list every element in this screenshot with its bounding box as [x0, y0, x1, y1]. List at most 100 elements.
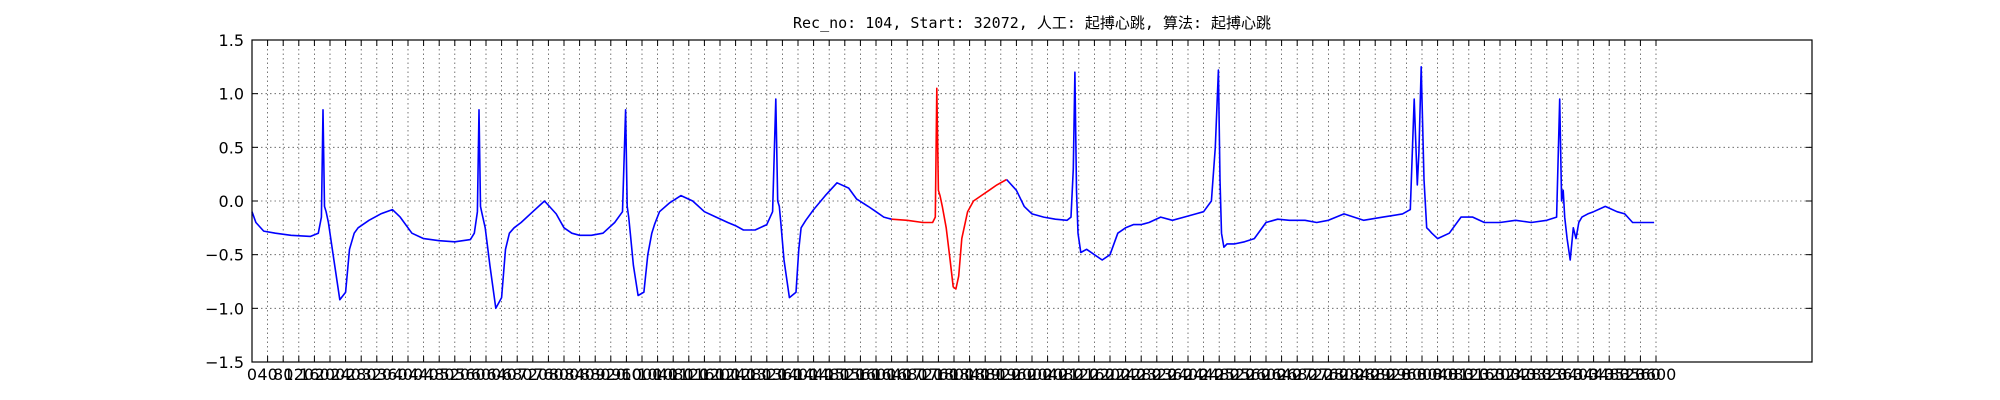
- x-tick-label: 1000: [622, 365, 663, 384]
- x-tick-label: 520: [440, 365, 471, 384]
- x-tick-label: 2240: [1105, 365, 1146, 384]
- x-tick-label: 200: [315, 365, 346, 384]
- x-tick-label: 1280: [731, 365, 772, 384]
- x-tick-label: 2600: [1246, 365, 1287, 384]
- x-tick-label: 1480: [809, 365, 850, 384]
- ecg-traces: [251, 66, 1655, 310]
- x-tick-label: 2520: [1214, 365, 1255, 384]
- x-tick-label: 2640: [1261, 365, 1302, 384]
- x-tick-label: 1760: [918, 365, 959, 384]
- x-tick-label: 2720: [1292, 365, 1333, 384]
- x-tick-label: 3000: [1402, 365, 1443, 384]
- x-axis-ticks: 0 408012016020024028032036040044048052056…: [247, 40, 1676, 384]
- x-tick-label: 320: [362, 365, 393, 384]
- x-tick-label: 3360: [1542, 365, 1583, 384]
- series-line-1: [251, 98, 892, 310]
- x-tick-label: 1600: [856, 365, 897, 384]
- x-tick-label: 0: [247, 365, 257, 384]
- x-tick-label: 1080: [653, 365, 694, 384]
- x-tick-label: 3560: [1620, 365, 1661, 384]
- x-tick-label: 3040: [1417, 365, 1458, 384]
- x-tick-label: 80: [273, 365, 293, 384]
- x-tick-label: 1960: [996, 365, 1037, 384]
- x-tick-label: 760: [533, 365, 564, 384]
- x-tick-label: 3520: [1604, 365, 1645, 384]
- x-tick-label: 3480: [1589, 365, 1630, 384]
- x-tick-label: 2320: [1136, 365, 1177, 384]
- x-tick-label: 560: [455, 365, 486, 384]
- x-tick-label: 1800: [934, 365, 975, 384]
- x-tick-label: 40: [257, 365, 277, 384]
- x-tick-label: 1920: [980, 365, 1021, 384]
- x-tick-label: 120: [284, 365, 315, 384]
- x-tick-label: 160: [299, 365, 330, 384]
- x-tick-label: 3200: [1480, 365, 1521, 384]
- y-tick-label: 1.5: [219, 31, 244, 50]
- x-tick-label: 920: [596, 365, 627, 384]
- x-tick-label: 3280: [1511, 365, 1552, 384]
- x-tick-label: 2680: [1277, 365, 1318, 384]
- x-tick-label: 3240: [1495, 365, 1536, 384]
- y-tick-label: 0.0: [219, 192, 244, 211]
- x-tick-label: 2360: [1152, 365, 1193, 384]
- x-tick-label: 1200: [700, 365, 741, 384]
- x-tick-label: 840: [564, 365, 595, 384]
- x-tick-label: 1720: [902, 365, 943, 384]
- x-tick-label: 680: [502, 365, 533, 384]
- y-tick-label: 1.0: [219, 85, 244, 104]
- x-tick-label: 1040: [637, 365, 678, 384]
- x-tick-label: 2200: [1090, 365, 1131, 384]
- x-tick-label: 720: [518, 365, 549, 384]
- x-tick-label: 1360: [762, 365, 803, 384]
- y-tick-label: −1.5: [205, 353, 244, 372]
- x-tick-label: 960: [611, 365, 642, 384]
- x-tick-label: 480: [424, 365, 455, 384]
- x-tick-label: 2080: [1043, 365, 1084, 384]
- x-tick-label: 1840: [949, 365, 990, 384]
- x-tick-label: 2000: [1012, 365, 1053, 384]
- y-tick-label: 0.5: [219, 138, 244, 157]
- x-tick-label: 2840: [1339, 365, 1380, 384]
- x-tick-label: 1560: [840, 365, 881, 384]
- x-tick-label: 280: [346, 365, 377, 384]
- x-tick-label: 3160: [1464, 365, 1505, 384]
- x-tick-label: 2040: [1027, 365, 1068, 384]
- x-tick-label: 2280: [1121, 365, 1162, 384]
- series-line-2: [891, 87, 1007, 290]
- x-tick-label: 2400: [1168, 365, 1209, 384]
- x-tick-label: 1640: [871, 365, 912, 384]
- y-tick-label: −1.0: [205, 299, 244, 318]
- x-tick-label: 2760: [1308, 365, 1349, 384]
- x-tick-label: 3400: [1558, 365, 1599, 384]
- x-tick-label: 1680: [887, 365, 928, 384]
- x-tick-label: 2120: [1058, 365, 1099, 384]
- x-tick-label: 1160: [684, 365, 725, 384]
- y-axis-ticks: 1.5 1.0 0.5 0.0 −0.5 −1.0 −1.5: [205, 31, 1812, 372]
- x-tick-label: 2440: [1183, 365, 1224, 384]
- y-tick-label: −0.5: [205, 246, 244, 265]
- x-tick-label: 1880: [965, 365, 1006, 384]
- x-tick-label: 880: [580, 365, 611, 384]
- x-tick-label: 3440: [1573, 365, 1614, 384]
- x-tick-label: 2560: [1230, 365, 1271, 384]
- x-tick-label: 2160: [1074, 365, 1115, 384]
- x-tick-label: 2920: [1370, 365, 1411, 384]
- x-tick-label: 1440: [793, 365, 834, 384]
- x-tick-label: 1400: [778, 365, 819, 384]
- series-line-3: [1006, 66, 1655, 261]
- grid-lines: [251, 39, 1812, 363]
- x-tick-label: 3120: [1448, 365, 1489, 384]
- chart-title: Rec_no: 104, Start: 32072, 人工: 起搏心跳, 算法:…: [793, 14, 1271, 32]
- x-tick-label: 1240: [715, 365, 756, 384]
- x-tick-label: 360: [377, 365, 408, 384]
- x-tick-label: 3320: [1526, 365, 1567, 384]
- x-tick-label: 1120: [668, 365, 709, 384]
- x-tick-label: 1520: [824, 365, 865, 384]
- x-tick-label: 440: [408, 365, 439, 384]
- x-tick-label: 600: [471, 365, 502, 384]
- x-tick-label: 2880: [1355, 365, 1396, 384]
- x-tick-label: 640: [486, 365, 517, 384]
- x-tick-label: 1320: [746, 365, 787, 384]
- x-tick-label: 3600: [1636, 365, 1677, 384]
